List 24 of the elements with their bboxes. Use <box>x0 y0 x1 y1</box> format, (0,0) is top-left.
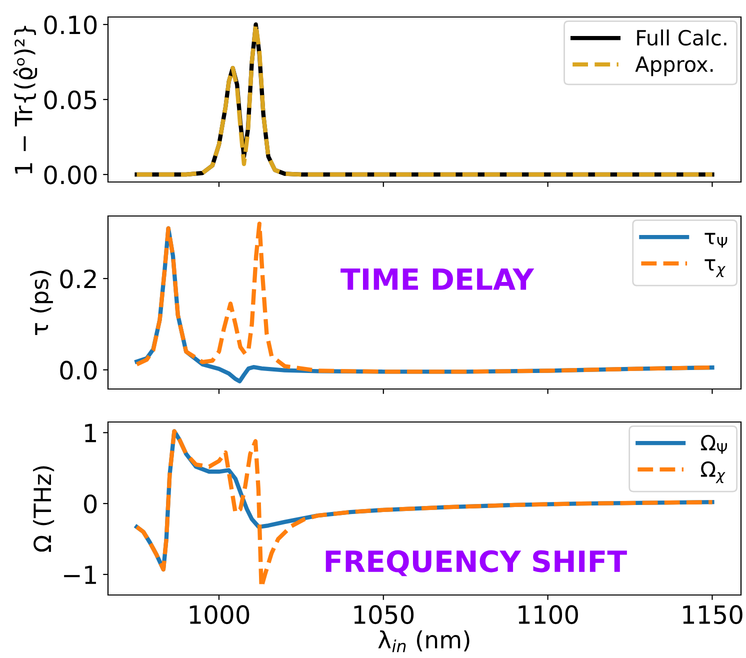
legend-label: τ$_{χ}$ <box>704 259 726 278</box>
annotation: TIME DELAY <box>340 268 534 290</box>
legend-label: Full Calc. <box>637 30 726 46</box>
x-tick-label: 1050 <box>354 605 414 624</box>
legend-label: Ω$_{χ}$ <box>700 461 726 484</box>
legend-label: τ$_{Ψ}$ <box>704 232 728 248</box>
legend-label: Approx. <box>635 56 713 76</box>
y-tick-label: 0.05 <box>44 90 96 110</box>
legend-label: Ω$_{Ψ}$ <box>700 434 727 454</box>
y-tick-label: −1 <box>64 566 96 584</box>
y-axis-title: τ (ps) <box>30 270 53 336</box>
x-tick-label: 1100 <box>518 605 578 624</box>
x-axis-title: λ$_{in}$ (nm) <box>378 630 470 652</box>
y-tick-label: 1 <box>85 424 96 442</box>
x-tick-label: 1000 <box>190 605 250 624</box>
y-tick-label: 0.0 <box>60 360 97 380</box>
y-tick-label: 0 <box>84 494 97 514</box>
y-tick-label: 0.2 <box>60 269 96 288</box>
y-tick-label: 0.00 <box>44 165 97 184</box>
y-axis-title: 1 − Tr{(ϱ̂ᵒ)²} <box>13 26 38 174</box>
annotation: FREQUENCY SHIFT <box>326 550 627 576</box>
y-tick-label: 0.10 <box>44 15 97 34</box>
x-tick-label: 1150 <box>683 605 742 624</box>
y-axis-title: Ω (THz) <box>33 466 54 552</box>
